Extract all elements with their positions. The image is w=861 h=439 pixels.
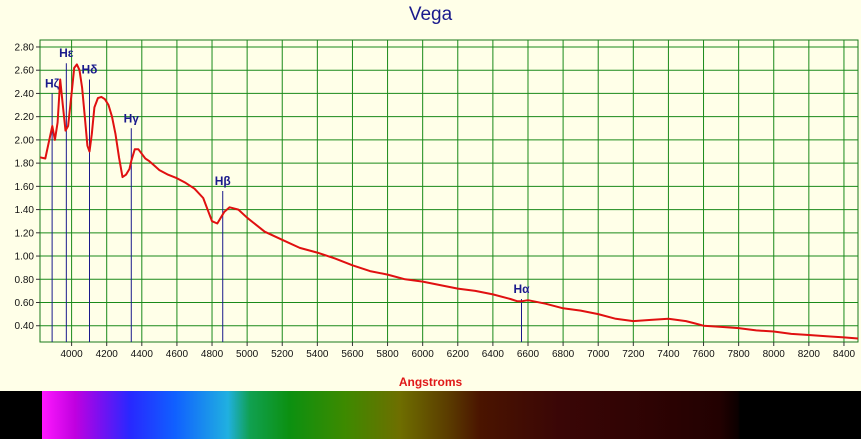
- grid-layer: [39, 39, 859, 343]
- x-tick-label: 8000: [763, 349, 786, 360]
- x-tick-label: 4400: [131, 349, 154, 360]
- absorption-line-label: Hγ: [124, 111, 140, 125]
- axis-layer: 4000 4200 4400 4600 4800 5000 5200 5400 5600 5800…: [15, 42, 856, 360]
- color-spectrum-band: [0, 391, 861, 439]
- x-axis-label: Angstroms: [398, 375, 463, 389]
- x-tick-label: 4000: [60, 349, 83, 360]
- x-tick-label: 5000: [236, 349, 259, 360]
- x-tick-label: 5800: [376, 349, 399, 360]
- x-tick-label: 7800: [728, 349, 751, 360]
- y-tick-label: 0.40: [15, 321, 35, 332]
- x-tick-label: 4800: [201, 349, 224, 360]
- absorption-line-label: Hζ: [45, 76, 60, 90]
- x-tick-label: 7600: [692, 349, 715, 360]
- y-tick-label: 1.80: [15, 159, 35, 170]
- y-tick-label: 2.80: [15, 42, 35, 53]
- absorption-line-label: Hβ: [215, 174, 231, 188]
- x-tick-label: 6000: [412, 349, 435, 360]
- x-tick-label: 8400: [833, 349, 856, 360]
- y-tick-label: 2.00: [15, 135, 35, 146]
- y-tick-label: 2.20: [15, 112, 35, 123]
- x-tick-label: 5400: [306, 349, 329, 360]
- y-tick-label: 0.60: [15, 298, 35, 309]
- absorption-line-label: Hα: [513, 282, 530, 296]
- x-tick-label: 7200: [622, 349, 645, 360]
- x-tick-label: 5200: [271, 349, 294, 360]
- y-tick-label: 1.60: [15, 182, 35, 193]
- x-tick-label: 7400: [657, 349, 680, 360]
- x-tick-label: 4600: [166, 349, 189, 360]
- y-tick-label: 1.20: [15, 228, 35, 239]
- x-tick-label: 6400: [482, 349, 505, 360]
- x-tick-label: 7000: [587, 349, 610, 360]
- spectrum-line: [39, 63, 859, 340]
- x-tick-label: 6800: [552, 349, 575, 360]
- x-tick-label: 5600: [341, 349, 364, 360]
- series-layer: [39, 63, 859, 340]
- x-tick-label: 4200: [96, 349, 119, 360]
- y-tick-label: 2.40: [15, 89, 35, 100]
- x-tick-label: 6200: [447, 349, 470, 360]
- x-tick-label: 8200: [798, 349, 821, 360]
- plot-frame: [39, 39, 859, 343]
- absorption-line-label: Hδ: [82, 62, 98, 76]
- y-tick-label: 1.40: [15, 205, 35, 216]
- y-tick-label: 1.00: [15, 252, 35, 263]
- y-tick-label: 2.60: [15, 66, 35, 77]
- chart-title: Vega: [408, 4, 453, 25]
- absorption-line-label: Hε: [59, 46, 74, 60]
- x-tick-label: 6600: [517, 349, 540, 360]
- y-tick-label: 0.80: [15, 275, 35, 286]
